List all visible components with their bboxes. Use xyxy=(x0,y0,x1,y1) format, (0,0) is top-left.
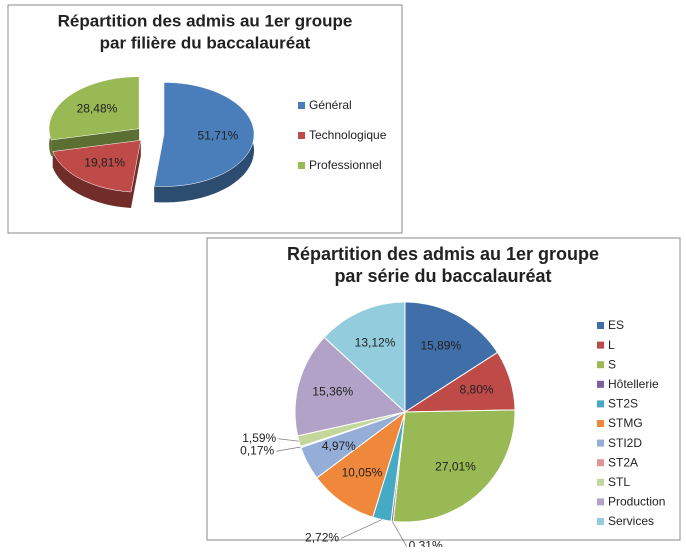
legend-swatch xyxy=(597,400,604,408)
slice xyxy=(323,301,406,414)
legend-label: Production xyxy=(608,495,665,509)
slice xyxy=(154,82,255,187)
legend-swatch xyxy=(597,439,604,447)
value-label: 10,05% xyxy=(342,465,383,479)
legend-swatch xyxy=(597,459,604,467)
value-label: 4,97% xyxy=(322,439,356,453)
chart-title: par filière du baccalauréat xyxy=(100,33,311,52)
slice-side xyxy=(52,151,131,208)
chart-title: Répartition des admis au 1er groupe xyxy=(58,11,353,30)
legend-swatch xyxy=(597,498,604,506)
legend-label: STL xyxy=(608,475,630,489)
legend-label: STI2D xyxy=(608,436,642,450)
slice xyxy=(392,409,516,523)
legend-label: Général xyxy=(309,98,352,112)
slice xyxy=(404,301,499,413)
slice xyxy=(52,140,142,193)
value-label: 28,48% xyxy=(77,101,118,115)
value-label: 51,71% xyxy=(198,128,239,142)
legend-swatch xyxy=(597,518,604,525)
value-label: 27,01% xyxy=(435,459,476,473)
value-label: 0,17% xyxy=(240,443,274,457)
legend-swatch xyxy=(298,132,305,139)
value-label: 2,72% xyxy=(305,531,339,545)
slice xyxy=(403,351,516,413)
value-label: 19,81% xyxy=(84,156,125,170)
chart-title: par série du baccalauréat xyxy=(334,266,551,286)
legend-swatch xyxy=(597,341,604,349)
legend-swatch xyxy=(298,102,305,109)
value-label: 0,31% xyxy=(409,539,443,547)
legend-label: S xyxy=(608,357,616,371)
slice xyxy=(294,336,407,437)
value-label: 13,12% xyxy=(355,336,396,350)
legend-label: ST2S xyxy=(608,397,638,411)
leader-line xyxy=(278,438,299,442)
legend-swatch xyxy=(298,162,305,169)
value-label: 15,36% xyxy=(312,385,353,399)
leader-line xyxy=(391,521,407,547)
legend-swatch xyxy=(597,420,604,427)
legend-swatch xyxy=(597,361,604,369)
value-label: 8,80% xyxy=(460,382,494,396)
legend-label: Technologique xyxy=(309,128,387,142)
value-label: 1,59% xyxy=(242,431,276,445)
legend-swatch xyxy=(597,478,604,486)
slice-side xyxy=(131,140,141,208)
legend-swatch xyxy=(597,380,604,388)
chart-title: Répartition des admis au 1er groupe xyxy=(287,244,599,264)
legend-swatch xyxy=(597,322,604,329)
legend-label: Hôtellerie xyxy=(608,377,659,391)
legend-label: ST2A xyxy=(608,455,638,469)
legend-label: STMG xyxy=(608,416,643,430)
legend-label: Professionnel xyxy=(309,158,382,172)
leader-line xyxy=(340,519,382,539)
legend-label: L xyxy=(608,338,615,352)
slice xyxy=(48,76,140,141)
value-label: 15,89% xyxy=(420,339,461,353)
legend-label: Services xyxy=(608,514,654,528)
leader-line xyxy=(276,446,301,452)
slice xyxy=(300,411,406,479)
slice xyxy=(316,410,406,518)
legend-label: ES xyxy=(608,318,624,332)
